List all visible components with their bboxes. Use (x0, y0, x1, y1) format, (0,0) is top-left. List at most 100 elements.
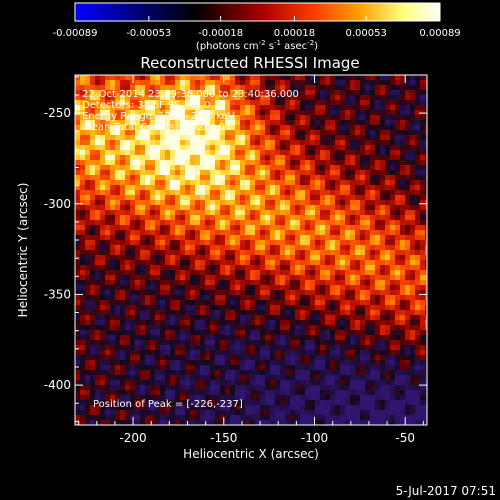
heatmap-cell (115, 290, 120, 295)
heatmap-cell (390, 385, 395, 390)
heatmap-cell (255, 205, 260, 210)
heatmap-cell (385, 345, 390, 350)
heatmap-cell (115, 215, 120, 220)
heatmap-cell (260, 280, 265, 285)
heatmap-cell (125, 300, 130, 305)
heatmap-cell (100, 210, 105, 215)
heatmap-cell (130, 260, 135, 265)
heatmap-cell (370, 400, 375, 405)
heatmap-cell (85, 340, 90, 345)
heatmap-cell (215, 305, 220, 310)
heatmap-cell (155, 105, 160, 110)
heatmap-cell (240, 400, 245, 405)
heatmap-cell (355, 420, 360, 425)
heatmap-cell (355, 230, 360, 235)
heatmap-cell (240, 420, 245, 425)
heatmap-cell (375, 100, 380, 105)
heatmap-cell (135, 375, 140, 380)
heatmap-cell (200, 140, 205, 145)
heatmap-cell (205, 125, 210, 130)
heatmap-cell (130, 105, 135, 110)
heatmap-cell (350, 160, 355, 165)
heatmap-cell (345, 405, 350, 410)
heatmap-cell (255, 170, 260, 175)
heatmap-cell (95, 255, 100, 260)
heatmap-cell (100, 125, 105, 130)
heatmap-cell (315, 185, 320, 190)
heatmap-cell (370, 200, 375, 205)
heatmap-cell (375, 270, 380, 275)
heatmap-cell (315, 85, 320, 90)
heatmap-cell (205, 85, 210, 90)
heatmap-cell (75, 360, 80, 365)
heatmap-cell (130, 290, 135, 295)
heatmap-cell (170, 165, 175, 170)
heatmap-cell (80, 110, 85, 115)
heatmap-cell (290, 250, 295, 255)
heatmap-cell (350, 185, 355, 190)
heatmap-cell (240, 90, 245, 95)
heatmap-cell (210, 325, 215, 330)
heatmap-cell (255, 140, 260, 145)
heatmap-cell (185, 395, 190, 400)
heatmap-cell (205, 395, 210, 400)
heatmap-cell (255, 155, 260, 160)
heatmap-cell (115, 410, 120, 415)
heatmap-cell (185, 280, 190, 285)
heatmap-cell (125, 290, 130, 295)
heatmap-cell (195, 380, 200, 385)
heatmap-cell (235, 90, 240, 95)
heatmap-cell (110, 250, 115, 255)
heatmap-cell (310, 345, 315, 350)
heatmap-cell (425, 210, 427, 215)
heatmap-cell (100, 240, 105, 245)
heatmap-cell (340, 165, 345, 170)
heatmap-cell (250, 400, 255, 405)
heatmap-cell (75, 180, 80, 185)
heatmap-cell (105, 355, 110, 360)
heatmap-cell (75, 115, 80, 120)
heatmap-cell (375, 350, 380, 355)
heatmap-cell (80, 175, 85, 180)
heatmap-cell (240, 290, 245, 295)
heatmap-cell (115, 280, 120, 285)
heatmap-cell (305, 275, 310, 280)
heatmap-cell (410, 350, 415, 355)
heatmap-cell (85, 75, 90, 80)
heatmap-cell (240, 285, 245, 290)
heatmap-cell (140, 105, 145, 110)
heatmap-cell (350, 265, 355, 270)
heatmap-cell (165, 110, 170, 115)
heatmap-cell (120, 390, 125, 395)
heatmap-cell (395, 390, 400, 395)
heatmap-cell (245, 320, 250, 325)
heatmap-cell (325, 365, 330, 370)
heatmap-cell (85, 240, 90, 245)
heatmap-cell (410, 105, 415, 110)
heatmap-cell (135, 345, 140, 350)
heatmap-cell (240, 410, 245, 415)
heatmap-cell (330, 205, 335, 210)
heatmap-cell (220, 405, 225, 410)
heatmap-cell (320, 290, 325, 295)
heatmap-cell (370, 420, 375, 425)
heatmap-cell (115, 415, 120, 420)
heatmap-cell (195, 200, 200, 205)
heatmap-cell (190, 280, 195, 285)
heatmap-cell (250, 365, 255, 370)
heatmap-cell (110, 85, 115, 90)
heatmap-cell (180, 125, 185, 130)
heatmap-cell (125, 315, 130, 320)
heatmap-cell (140, 380, 145, 385)
heatmap-cell (200, 405, 205, 410)
heatmap-cell (75, 205, 80, 210)
heatmap-cell (385, 190, 390, 195)
heatmap-cell (120, 135, 125, 140)
heatmap-cell (390, 140, 395, 145)
heatmap-cell (295, 160, 300, 165)
heatmap-cell (175, 310, 180, 315)
heatmap-cell (185, 260, 190, 265)
heatmap-cell (205, 365, 210, 370)
heatmap-cell (265, 370, 270, 375)
heatmap-cell (75, 335, 80, 340)
